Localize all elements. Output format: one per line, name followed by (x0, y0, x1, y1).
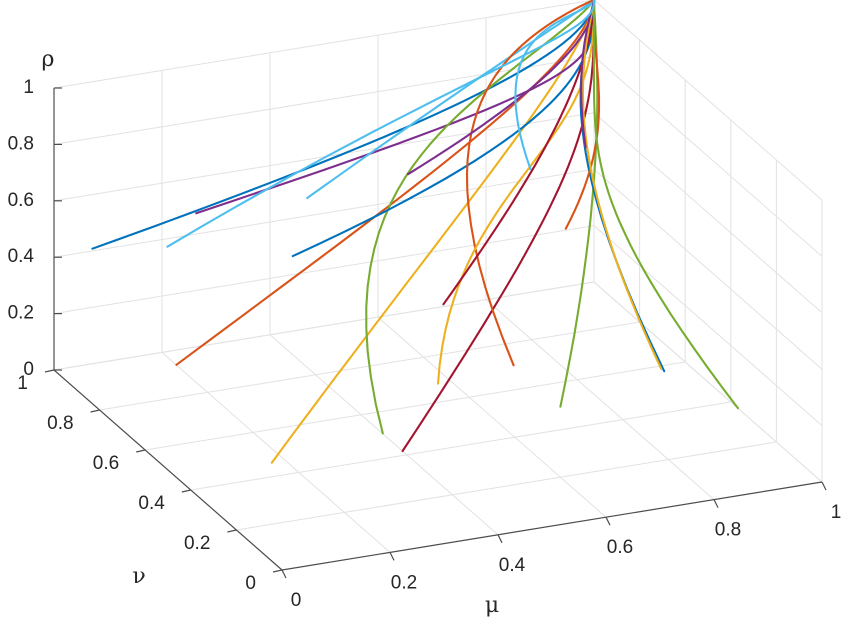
tick-label-layer: 00.20.40.60.8100.20.40.60.8100.20.40.60.… (8, 77, 842, 611)
grid-layer (53, 0, 823, 571)
trajectory-layer (91, 0, 740, 464)
y-tick-label: 1 (17, 373, 28, 394)
side-wall-grid-line (593, 112, 823, 314)
trajectory-17 (581, 0, 663, 370)
floor-grid-line (161, 352, 391, 553)
back-wall-grid-line (53, 55, 595, 145)
y-tick-mark (181, 489, 191, 493)
side-wall-grid-line (593, 225, 823, 426)
floor-grid-line (485, 299, 715, 500)
y-tick-label: 0.8 (47, 413, 73, 434)
trajectory-19 (592, 0, 740, 410)
trajectory-8 (291, 0, 596, 258)
floor-grid-line (593, 281, 823, 483)
trajectory-9 (465, 0, 596, 367)
x-axis-line (281, 481, 823, 571)
trajectory-14 (442, 0, 596, 306)
floor-grid-line (236, 441, 777, 531)
x-tick-label: 0.2 (391, 572, 417, 593)
trajectory-6 (306, 0, 596, 200)
y-tick-label: 0.4 (138, 493, 165, 514)
trajectory-13 (514, 0, 596, 171)
floor-grid-line (377, 316, 607, 518)
floor-grid-line (145, 361, 686, 451)
x-axis-label: μ (485, 593, 499, 618)
x-tick-label: 0.6 (607, 537, 633, 558)
y-tick-label: 0.6 (93, 453, 119, 474)
back-wall-grid-line (53, 168, 595, 258)
x-tick-mark (389, 552, 395, 561)
x-tick-mark (821, 481, 827, 491)
axis-layer (44, 87, 827, 579)
y-tick-mark (227, 529, 237, 533)
z-tick-label: 0 (23, 359, 34, 380)
back-wall-grid-line (53, 225, 595, 315)
x-tick-label: 1 (831, 502, 842, 523)
z-tick-label: 1 (23, 77, 34, 98)
x-tick-label: 0.4 (499, 555, 526, 576)
y-tick-mark (136, 449, 146, 453)
side-wall-grid-line (593, 0, 823, 201)
z-tick-label: 0.8 (8, 133, 34, 154)
trajectory-3 (270, 0, 596, 464)
x-tick-mark (713, 499, 719, 508)
z-tick-label: 0.4 (8, 246, 35, 267)
z-tick-label: 0.6 (8, 190, 34, 211)
x-tick-label: 0.8 (715, 520, 741, 541)
x-tick-mark (497, 534, 503, 544)
trajectory-20 (166, 0, 596, 248)
y-axis-line (53, 369, 283, 571)
y-tick-mark (272, 569, 283, 573)
y-tick-label: 0 (245, 573, 256, 594)
side-wall-grid-line (593, 56, 823, 257)
trajectory-2 (175, 0, 596, 366)
trajectory-5 (365, 0, 596, 435)
y-tick-mark (90, 409, 100, 413)
side-wall-grid-line (593, 168, 823, 370)
floor-grid-line (190, 401, 731, 491)
y-axis-label: ν (132, 564, 145, 589)
y-tick-mark (44, 369, 55, 373)
trajectory-1 (91, 0, 596, 250)
x-tick-mark (281, 569, 287, 579)
z-tick-label: 0.2 (8, 303, 34, 324)
x-tick-mark (605, 516, 611, 526)
x-tick-label: 0 (291, 590, 302, 611)
z-axis-label: ρ (42, 47, 55, 72)
floor-grid-line (269, 334, 499, 536)
y-tick-label: 0.2 (184, 533, 210, 554)
back-wall-grid-line (53, 0, 595, 89)
floor-grid-line (53, 281, 595, 371)
